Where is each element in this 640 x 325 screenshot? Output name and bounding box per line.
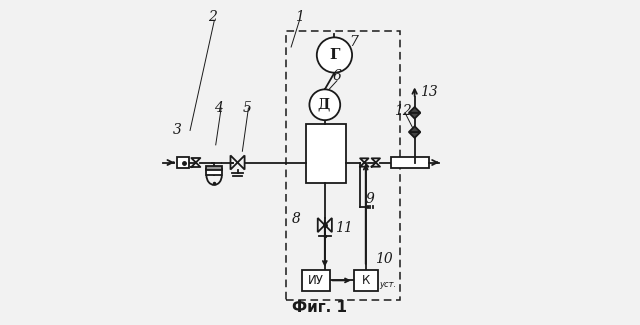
Text: К: К — [362, 274, 370, 287]
Polygon shape — [409, 126, 420, 132]
Text: 2: 2 — [208, 9, 217, 23]
Bar — [207, 169, 222, 175]
Text: 7: 7 — [349, 35, 358, 49]
Text: 13: 13 — [420, 85, 438, 99]
Bar — [177, 157, 189, 168]
Circle shape — [309, 89, 340, 120]
Bar — [390, 157, 429, 168]
Polygon shape — [409, 132, 420, 138]
Text: 6: 6 — [333, 69, 342, 83]
Text: 1: 1 — [294, 9, 303, 23]
Text: уст.: уст. — [380, 280, 396, 289]
Text: 3: 3 — [173, 124, 182, 137]
Text: ИУ: ИУ — [308, 274, 324, 287]
Polygon shape — [409, 107, 420, 113]
Text: 8: 8 — [291, 212, 300, 226]
Text: 12: 12 — [394, 104, 412, 118]
Bar — [354, 270, 378, 291]
Bar — [286, 31, 400, 300]
Text: Г: Г — [329, 48, 340, 62]
Polygon shape — [409, 113, 420, 119]
Bar — [207, 166, 222, 170]
Text: 11: 11 — [335, 221, 353, 235]
Text: Д: Д — [317, 98, 330, 112]
Text: 5: 5 — [243, 101, 252, 115]
Text: Фиг. 1: Фиг. 1 — [292, 300, 348, 315]
Text: 4: 4 — [214, 101, 223, 115]
Circle shape — [317, 37, 352, 73]
Bar — [302, 270, 330, 291]
Text: 9: 9 — [365, 192, 374, 206]
Bar — [305, 124, 346, 183]
Text: 10: 10 — [375, 252, 393, 266]
